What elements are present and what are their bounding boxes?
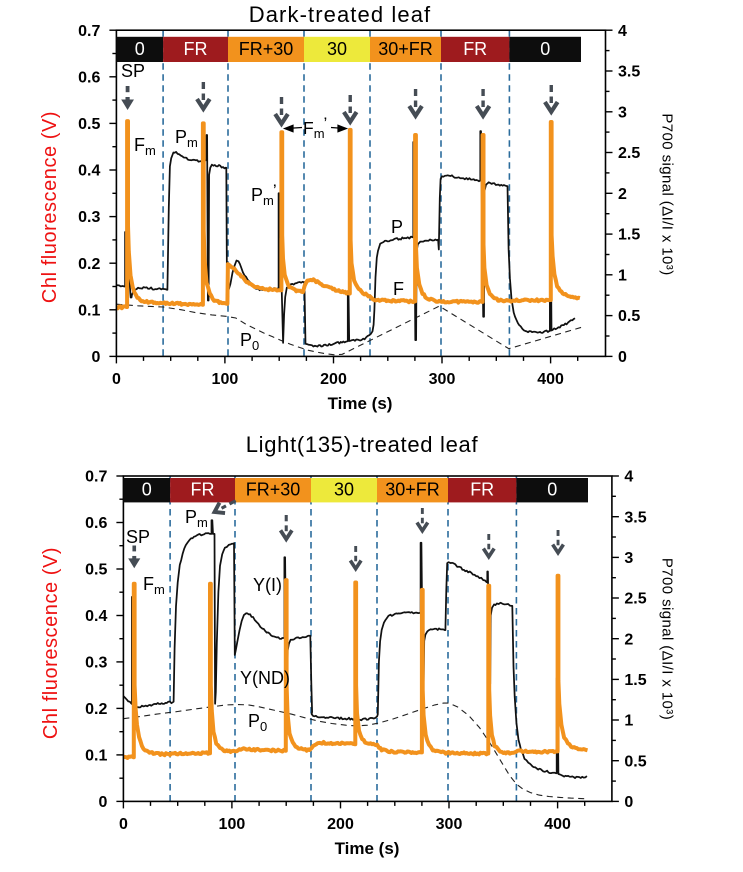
svg-text:0.7: 0.7 <box>78 23 100 40</box>
svg-text:0: 0 <box>91 349 100 366</box>
svg-text:3.5: 3.5 <box>624 509 646 526</box>
svg-text:Light(135)-treated leaf: Light(135)-treated leaf <box>246 432 479 457</box>
svg-text:FR: FR <box>191 480 215 500</box>
svg-text:Time (s): Time (s) <box>328 394 393 413</box>
svg-text:P: P <box>391 217 403 237</box>
svg-text:SP: SP <box>121 61 145 81</box>
svg-text:4: 4 <box>618 23 627 40</box>
svg-text:2.5: 2.5 <box>618 145 640 162</box>
svg-text:0.5: 0.5 <box>624 753 646 770</box>
svg-text:0: 0 <box>119 816 128 833</box>
svg-text:0: 0 <box>135 39 145 59</box>
svg-text:100: 100 <box>212 371 239 388</box>
svg-text:4: 4 <box>624 469 633 486</box>
svg-text:SP: SP <box>126 527 150 547</box>
svg-text:0: 0 <box>618 349 627 366</box>
svg-text:100: 100 <box>219 816 246 833</box>
svg-text:30+FR: 30+FR <box>385 480 440 500</box>
svg-text:3: 3 <box>624 550 633 567</box>
svg-text:0.3: 0.3 <box>78 209 100 226</box>
svg-text:1: 1 <box>624 713 633 730</box>
svg-text:0: 0 <box>624 794 633 811</box>
svg-text:Chl fluorescence (V): Chl fluorescence (V) <box>40 547 62 739</box>
svg-text:0.2: 0.2 <box>85 701 107 718</box>
svg-text:0.6: 0.6 <box>85 515 107 532</box>
svg-text:400: 400 <box>544 816 571 833</box>
svg-text:300: 300 <box>429 371 456 388</box>
svg-text:FR+30: FR+30 <box>246 480 301 500</box>
svg-text:0.5: 0.5 <box>85 562 107 579</box>
svg-text:Dark-treated leaf: Dark-treated leaf <box>249 2 432 27</box>
svg-text:F: F <box>393 279 404 299</box>
svg-text:FR: FR <box>184 39 208 59</box>
svg-text:200: 200 <box>327 816 354 833</box>
svg-text:0.5: 0.5 <box>78 116 100 133</box>
svg-text:0: 0 <box>98 794 107 811</box>
svg-text:FR+30: FR+30 <box>239 39 294 59</box>
svg-text:0: 0 <box>547 480 557 500</box>
svg-text:Pm’: Pm’ <box>251 181 277 208</box>
svg-text:0.6: 0.6 <box>78 69 100 86</box>
svg-text:2: 2 <box>624 631 633 648</box>
svg-text:Y(I): Y(I) <box>253 575 282 595</box>
svg-text:Chl fluorescence (V): Chl fluorescence (V) <box>39 111 61 303</box>
svg-text:400: 400 <box>537 371 564 388</box>
svg-text:0.3: 0.3 <box>85 655 107 672</box>
svg-text:3.5: 3.5 <box>618 64 640 81</box>
svg-text:0.5: 0.5 <box>618 308 640 325</box>
svg-text:30+FR: 30+FR <box>378 39 433 59</box>
svg-text:0.4: 0.4 <box>78 163 100 180</box>
svg-text:Y(ND): Y(ND) <box>240 668 290 688</box>
svg-text:2: 2 <box>618 186 627 203</box>
svg-text:FR: FR <box>470 480 494 500</box>
svg-text:0: 0 <box>112 371 121 388</box>
svg-text:Time (s): Time (s) <box>335 839 400 858</box>
svg-text:1.5: 1.5 <box>624 672 646 689</box>
svg-text:1.5: 1.5 <box>618 227 640 244</box>
svg-text:0: 0 <box>142 480 152 500</box>
svg-text:0: 0 <box>540 39 550 59</box>
svg-text:3: 3 <box>618 104 627 121</box>
svg-text:300: 300 <box>436 816 463 833</box>
svg-text:30: 30 <box>334 480 354 500</box>
svg-text:30: 30 <box>327 39 347 59</box>
svg-text:1: 1 <box>618 267 627 284</box>
svg-text:P700 signal (ΔI/I x 10³): P700 signal (ΔI/I x 10³) <box>659 113 676 275</box>
svg-text:0.1: 0.1 <box>85 748 107 765</box>
svg-text:2.5: 2.5 <box>624 591 646 608</box>
svg-text:200: 200 <box>320 371 347 388</box>
svg-text:P700 signal (ΔI/I x 10³): P700 signal (ΔI/I x 10³) <box>659 558 676 720</box>
svg-text:0.4: 0.4 <box>85 608 107 625</box>
svg-text:0.7: 0.7 <box>85 469 107 486</box>
svg-text:0.2: 0.2 <box>78 256 100 273</box>
svg-text:FR: FR <box>463 39 487 59</box>
svg-text:0.1: 0.1 <box>78 302 100 319</box>
